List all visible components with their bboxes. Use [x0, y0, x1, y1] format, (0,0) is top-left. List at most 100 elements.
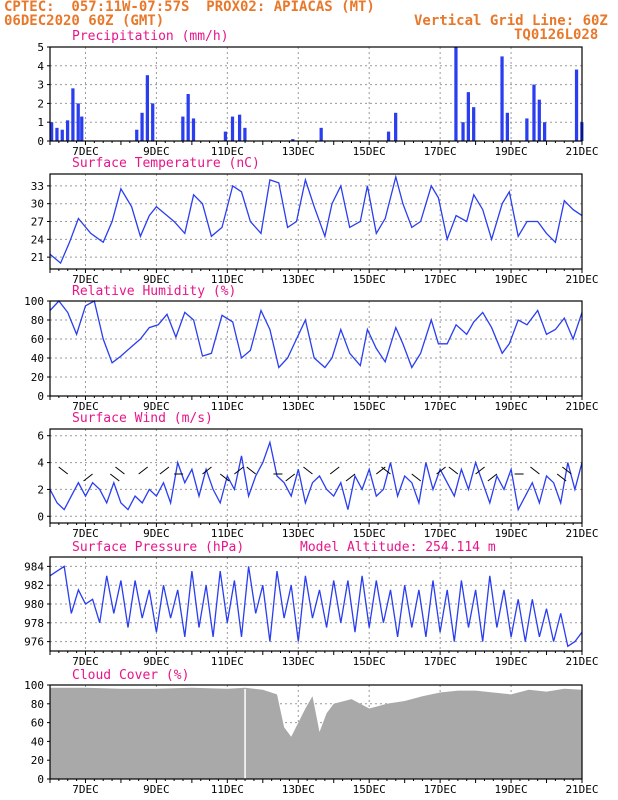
x-tick-label: 19DEC	[495, 273, 528, 286]
precip-bar	[505, 112, 509, 141]
y-tick-label: 33	[31, 180, 44, 193]
x-tick-label: 13DEC	[282, 655, 315, 668]
x-tick-label: 19DEC	[495, 783, 528, 796]
x-tick-label: 15DEC	[353, 655, 386, 668]
wind-vector	[448, 466, 459, 475]
x-tick-label: 9DEC	[143, 783, 170, 796]
y-tick-label: 40	[31, 352, 44, 365]
x-tick-label: 21DEC	[565, 783, 598, 796]
header-model-id: TQ0126L028	[514, 27, 599, 43]
precip-bar	[191, 118, 196, 141]
precip-bar	[55, 127, 59, 141]
x-tick-label: 7DEC	[72, 273, 99, 286]
x-tick-label: 17DEC	[424, 527, 457, 540]
y-tick-label: 80	[31, 314, 44, 327]
x-tick-label: 17DEC	[424, 783, 457, 796]
x-tick-label: 11DEC	[211, 527, 244, 540]
precip-bar	[76, 103, 80, 141]
wind-vector	[246, 466, 257, 475]
wind-vector	[138, 466, 148, 475]
y-tick-label: 30	[31, 198, 44, 211]
precip-bar	[71, 88, 75, 141]
x-tick-label: 15DEC	[353, 527, 386, 540]
cloud-cover-area	[50, 687, 582, 779]
panel-title-temp: Surface Temperature (nC)	[72, 156, 260, 171]
y-tick-label: 3	[37, 79, 44, 92]
panel-extra-pres: Model Altitude: 254.114 m	[300, 540, 496, 555]
panel-title-pres: Surface Pressure (hPa)	[72, 540, 244, 555]
wind-vector	[58, 466, 69, 475]
x-tick-label: 11DEC	[211, 783, 244, 796]
precip-bar	[500, 56, 504, 141]
series-line-temp	[49, 174, 583, 265]
y-tick-label: 4	[37, 457, 44, 470]
y-tick-label: 60	[31, 717, 44, 730]
y-tick-label: 40	[31, 735, 44, 748]
y-tick-label: 984	[24, 560, 44, 573]
wind-vector	[303, 466, 313, 475]
precip-bar	[537, 99, 541, 141]
series-line-pres	[49, 565, 583, 648]
x-tick-label: 13DEC	[282, 783, 315, 796]
y-tick-label: 20	[31, 754, 44, 767]
precip-bar	[472, 107, 476, 141]
precip-bar	[186, 94, 190, 141]
x-tick-label: 7DEC	[72, 655, 99, 668]
precip-bar	[60, 129, 64, 141]
y-tick-label: 2	[37, 483, 44, 496]
x-tick-label: 9DEC	[143, 145, 170, 158]
x-tick-label: 19DEC	[495, 145, 528, 158]
x-tick-label: 17DEC	[424, 400, 457, 413]
y-tick-label: 100	[24, 295, 44, 308]
panel-title-precip: Precipitation (mm/h)	[72, 29, 229, 44]
x-tick-label: 7DEC	[72, 400, 99, 413]
x-tick-label: 19DEC	[495, 527, 528, 540]
panel-title-wind: Surface Wind (m/s)	[72, 411, 213, 426]
x-tick-label: 11DEC	[211, 273, 244, 286]
y-tick-label: 0	[37, 510, 44, 523]
precip-bar	[145, 75, 150, 141]
precip-bar	[454, 47, 458, 141]
precip-bar	[319, 127, 323, 141]
x-tick-label: 21DEC	[565, 527, 598, 540]
y-tick-label: 0	[37, 773, 44, 786]
panel-frame-wind	[49, 428, 583, 524]
x-tick-label: 19DEC	[495, 655, 528, 668]
wind-vector	[381, 466, 391, 475]
x-tick-label: 21DEC	[565, 655, 598, 668]
wind-vector	[411, 473, 422, 482]
header-date: 06DEC2020 60Z (GMT)	[4, 13, 165, 29]
x-tick-label: 17DEC	[424, 273, 457, 286]
x-tick-label: 15DEC	[353, 400, 386, 413]
wind-vector	[285, 473, 296, 482]
x-tick-label: 13DEC	[282, 145, 315, 158]
y-tick-label: 60	[31, 333, 44, 346]
precip-bar	[542, 122, 547, 141]
precip-bar	[394, 112, 398, 141]
wind-vector	[159, 466, 170, 475]
precip-bar	[65, 120, 70, 141]
x-tick-label: 9DEC	[143, 655, 170, 668]
precip-bar	[243, 127, 247, 141]
wind-vector	[556, 473, 567, 482]
precip-bar	[291, 139, 295, 141]
wind-vector	[234, 466, 244, 475]
precip-bar	[237, 114, 242, 141]
x-tick-label: 7DEC	[72, 527, 99, 540]
precip-bar	[532, 84, 536, 141]
wind-vector	[530, 466, 540, 475]
x-tick-label: 19DEC	[495, 400, 528, 413]
y-tick-label: 982	[24, 579, 44, 592]
y-tick-label: 0	[37, 135, 44, 148]
y-tick-label: 978	[24, 617, 44, 630]
x-tick-label: 7DEC	[72, 145, 99, 158]
y-tick-label: 24	[31, 233, 45, 246]
x-tick-label: 9DEC	[143, 400, 170, 413]
wind-vector	[345, 473, 356, 482]
x-tick-label: 11DEC	[211, 145, 244, 158]
x-tick-label: 17DEC	[424, 145, 457, 158]
x-tick-label: 7DEC	[72, 783, 99, 796]
wind-vector	[475, 466, 485, 475]
x-tick-label: 15DEC	[353, 145, 386, 158]
